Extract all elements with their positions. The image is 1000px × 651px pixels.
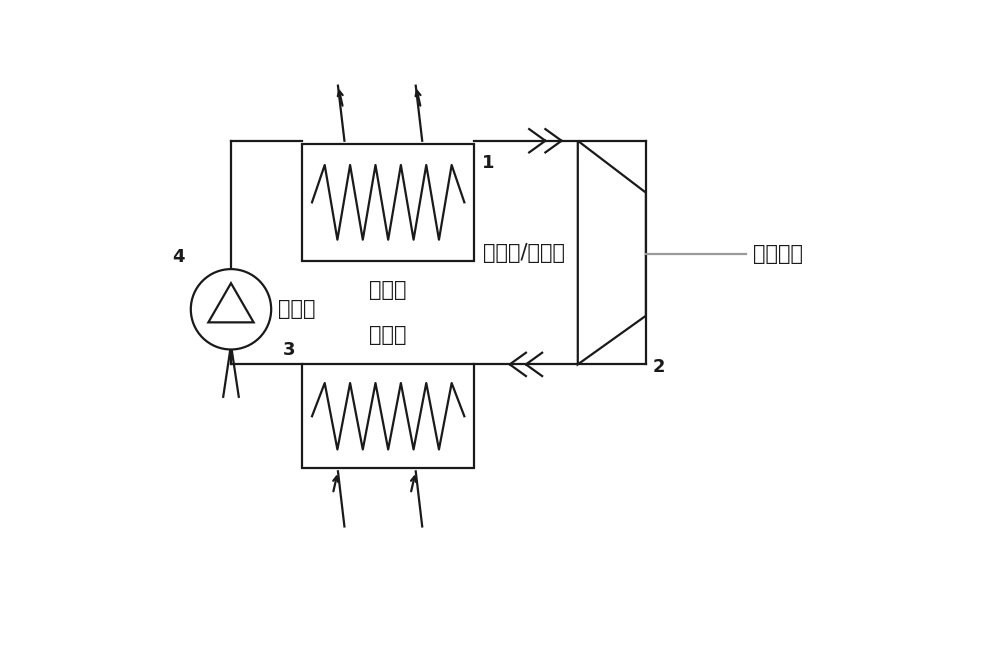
Polygon shape bbox=[208, 283, 254, 322]
Text: 加热器: 加热器 bbox=[369, 280, 407, 300]
Bar bbox=[302, 144, 474, 260]
Circle shape bbox=[191, 269, 271, 350]
Bar bbox=[302, 365, 474, 468]
Text: 3: 3 bbox=[283, 341, 296, 359]
Text: 工质泵: 工质泵 bbox=[278, 299, 315, 319]
Text: 膨胀机/汽轮机: 膨胀机/汽轮机 bbox=[483, 243, 565, 262]
Text: 1: 1 bbox=[482, 154, 494, 172]
Text: 冷却器: 冷却器 bbox=[369, 326, 407, 345]
Text: 输出轴功: 输出轴功 bbox=[753, 244, 803, 264]
Text: 4: 4 bbox=[172, 248, 184, 266]
Polygon shape bbox=[578, 141, 646, 365]
Text: 2: 2 bbox=[652, 358, 665, 376]
